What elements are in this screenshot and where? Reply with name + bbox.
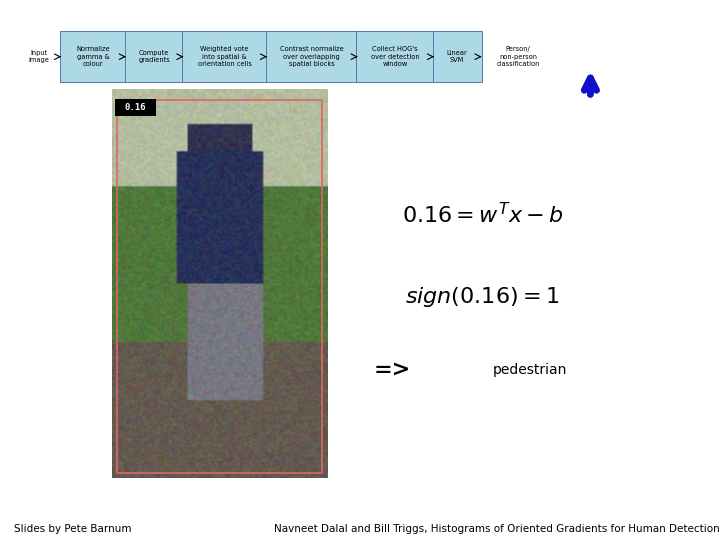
FancyBboxPatch shape bbox=[433, 31, 482, 82]
FancyBboxPatch shape bbox=[266, 31, 358, 82]
Text: Normalize
gamma &
colour: Normalize gamma & colour bbox=[76, 46, 109, 67]
FancyBboxPatch shape bbox=[60, 31, 126, 82]
Text: Slides by Pete Barnum: Slides by Pete Barnum bbox=[14, 523, 132, 534]
Text: Weighted vote
into spatial &
orientation cells: Weighted vote into spatial & orientation… bbox=[198, 46, 251, 67]
Text: Contrast normalize
over overlapping
spatial blocks: Contrast normalize over overlapping spat… bbox=[280, 46, 343, 67]
Text: Navneet Dalal and Bill Triggs, Histograms of Oriented Gradients for Human Detect: Navneet Dalal and Bill Triggs, Histogram… bbox=[274, 523, 720, 534]
Text: Linear
SVM: Linear SVM bbox=[447, 50, 467, 63]
FancyBboxPatch shape bbox=[115, 99, 156, 116]
Text: pedestrian: pedestrian bbox=[493, 363, 567, 377]
Text: Input
image: Input image bbox=[29, 50, 49, 63]
Text: Collect HOG's
over detection
window: Collect HOG's over detection window bbox=[371, 46, 420, 67]
Text: Compute
gradients: Compute gradients bbox=[138, 50, 170, 63]
FancyBboxPatch shape bbox=[125, 31, 184, 82]
Text: 0.16: 0.16 bbox=[125, 103, 146, 112]
Text: Person/
non-person
classification: Person/ non-person classification bbox=[496, 46, 540, 67]
Text: $0.16 = w^{T}x - b$: $0.16 = w^{T}x - b$ bbox=[402, 204, 563, 228]
FancyBboxPatch shape bbox=[356, 31, 434, 82]
Text: $sign(0.16) = 1$: $sign(0.16) = 1$ bbox=[405, 285, 559, 309]
Text: =>: => bbox=[374, 359, 411, 381]
FancyBboxPatch shape bbox=[182, 31, 267, 82]
Bar bbox=[117, 100, 322, 472]
